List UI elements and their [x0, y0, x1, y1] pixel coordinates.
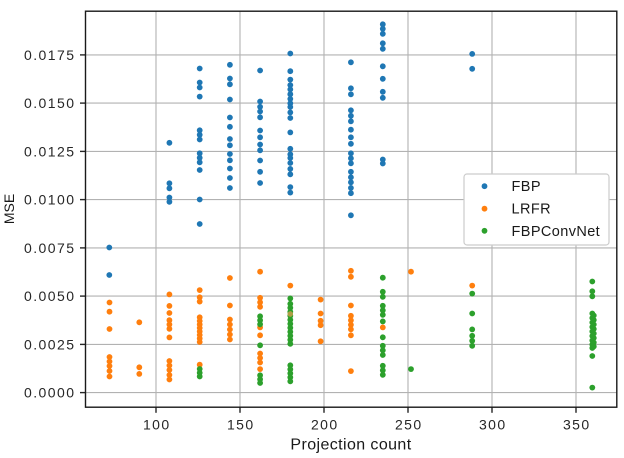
svg-text:FBP: FBP	[512, 179, 541, 195]
svg-text:0.0125: 0.0125	[24, 143, 76, 159]
svg-text:0.0050: 0.0050	[24, 288, 76, 304]
svg-text:Projection count: Projection count	[290, 437, 411, 454]
svg-text:0.0175: 0.0175	[24, 47, 76, 63]
svg-text:350: 350	[563, 417, 591, 433]
svg-text:200: 200	[311, 417, 339, 433]
svg-text:0.0075: 0.0075	[24, 240, 76, 256]
svg-text:0.0000: 0.0000	[24, 385, 76, 401]
svg-text:MSE: MSE	[1, 194, 17, 224]
svg-text:LRFR: LRFR	[512, 202, 551, 218]
svg-text:0.0100: 0.0100	[24, 192, 76, 208]
svg-text:250: 250	[395, 417, 423, 433]
svg-text:FBPConvNet: FBPConvNet	[512, 224, 601, 240]
svg-text:0.0150: 0.0150	[24, 95, 76, 111]
svg-text:300: 300	[479, 417, 507, 433]
svg-text:150: 150	[227, 417, 255, 433]
svg-text:0.0025: 0.0025	[24, 336, 76, 352]
svg-text:100: 100	[143, 417, 171, 433]
